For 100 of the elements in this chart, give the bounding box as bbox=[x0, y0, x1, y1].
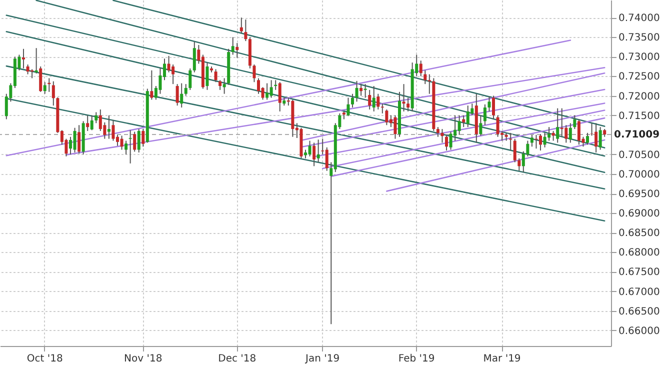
candlestick bbox=[86, 114, 90, 132]
candlestick bbox=[483, 104, 486, 126]
candlestick bbox=[128, 130, 132, 164]
candlestick bbox=[26, 64, 30, 75]
candlestick bbox=[158, 68, 162, 94]
candlestick bbox=[466, 105, 470, 128]
candlestick bbox=[90, 114, 94, 131]
candlestick bbox=[325, 146, 328, 172]
candlestick bbox=[385, 108, 388, 126]
candlestick bbox=[142, 128, 145, 148]
candlestick bbox=[218, 80, 222, 90]
candlestick bbox=[124, 140, 128, 155]
candlestick bbox=[266, 82, 269, 100]
x-tick-label: Jan '19 bbox=[304, 354, 340, 364]
candlestick bbox=[364, 84, 367, 98]
x-tick-label: Oct '18 bbox=[26, 354, 63, 364]
candlestick bbox=[206, 62, 209, 90]
candlestick bbox=[184, 84, 188, 96]
candlestick bbox=[368, 89, 372, 110]
candlestick bbox=[351, 93, 354, 108]
candlestick bbox=[436, 126, 440, 138]
candlestick bbox=[150, 70, 154, 100]
y-tick-label: 0.69000 bbox=[618, 208, 660, 220]
y-tick-label: 0.72500 bbox=[618, 72, 660, 83]
candlestick bbox=[312, 142, 316, 167]
candlestick bbox=[133, 131, 136, 152]
candlestick bbox=[270, 80, 273, 98]
candlestick bbox=[458, 114, 461, 136]
candlestick bbox=[222, 78, 226, 94]
candlestick bbox=[530, 134, 534, 148]
candlestick bbox=[316, 139, 320, 163]
candlestick bbox=[372, 86, 376, 112]
candlestick bbox=[586, 132, 589, 146]
candlestick bbox=[180, 82, 184, 108]
y-tick-label: 0.67000 bbox=[618, 286, 660, 298]
candlestick bbox=[73, 127, 76, 153]
candlestick bbox=[78, 124, 81, 154]
candlestick bbox=[496, 114, 500, 138]
candlestick bbox=[252, 64, 256, 83]
y-tick-label: 0.70500 bbox=[618, 150, 660, 161]
candlestick bbox=[445, 134, 448, 152]
candlestick bbox=[137, 128, 140, 153]
candlestick bbox=[112, 120, 115, 142]
candlestick bbox=[419, 60, 422, 77]
candlestick bbox=[424, 70, 427, 85]
y-tick-label: 0.66000 bbox=[618, 326, 660, 337]
candlestick bbox=[278, 82, 282, 112]
candlestick bbox=[167, 55, 170, 73]
y-tick-label: 0.72000 bbox=[618, 91, 660, 102]
candlestick bbox=[52, 80, 55, 106]
candlestick bbox=[513, 138, 516, 163]
y-tick-label: 0.71500 bbox=[618, 110, 660, 122]
candlestick bbox=[34, 48, 38, 74]
ref-line-label: 0.71009 bbox=[614, 130, 660, 141]
candlestick bbox=[360, 84, 363, 96]
candlestick bbox=[98, 108, 102, 132]
candlestick bbox=[402, 84, 406, 112]
candlestick bbox=[394, 114, 397, 140]
candlestick bbox=[462, 114, 466, 128]
y-tick-label: 0.68000 bbox=[618, 248, 660, 259]
candlestick bbox=[488, 96, 491, 112]
candlestick bbox=[428, 74, 431, 94]
candlestick bbox=[577, 118, 580, 146]
candlestick bbox=[214, 68, 218, 83]
candlestick bbox=[440, 128, 444, 144]
y-tick-label: 0.68500 bbox=[618, 228, 660, 240]
candlestick bbox=[244, 19, 248, 42]
candlestick bbox=[192, 41, 196, 73]
candlestick bbox=[449, 131, 452, 150]
x-tick-label: Feb '19 bbox=[398, 354, 435, 364]
candlestick bbox=[188, 68, 192, 90]
candlestick bbox=[172, 64, 175, 85]
candlestick bbox=[120, 135, 124, 150]
y-tick-label: 0.73000 bbox=[618, 52, 660, 64]
candlestick bbox=[43, 82, 46, 94]
candlestick bbox=[380, 103, 384, 114]
y-tick-label: 0.67500 bbox=[618, 267, 660, 278]
candlestick bbox=[346, 97, 350, 117]
x-tick-label: Dec '18 bbox=[218, 354, 256, 364]
candlestick bbox=[543, 132, 546, 148]
candlestick bbox=[479, 114, 482, 136]
candlestick bbox=[376, 93, 380, 110]
candlestick bbox=[548, 126, 551, 142]
candlestick bbox=[355, 80, 358, 102]
candlestick bbox=[564, 124, 568, 144]
candlestick bbox=[94, 112, 98, 124]
candlestick bbox=[308, 140, 312, 157]
x-tick-label: Nov '18 bbox=[124, 354, 162, 364]
x-tick-label: Mar '19 bbox=[483, 354, 521, 364]
candlestick bbox=[518, 158, 521, 172]
y-tick-label: 0.69500 bbox=[618, 189, 660, 200]
candlestick bbox=[406, 97, 410, 112]
candlestick bbox=[556, 108, 560, 144]
y-tick-label: 0.74000 bbox=[618, 13, 660, 24]
candlestick bbox=[231, 36, 234, 56]
candlestick bbox=[568, 122, 572, 144]
candlestick bbox=[594, 122, 598, 153]
candlestick bbox=[236, 42, 239, 58]
candlestick bbox=[176, 84, 179, 106]
candlestick bbox=[598, 126, 602, 150]
